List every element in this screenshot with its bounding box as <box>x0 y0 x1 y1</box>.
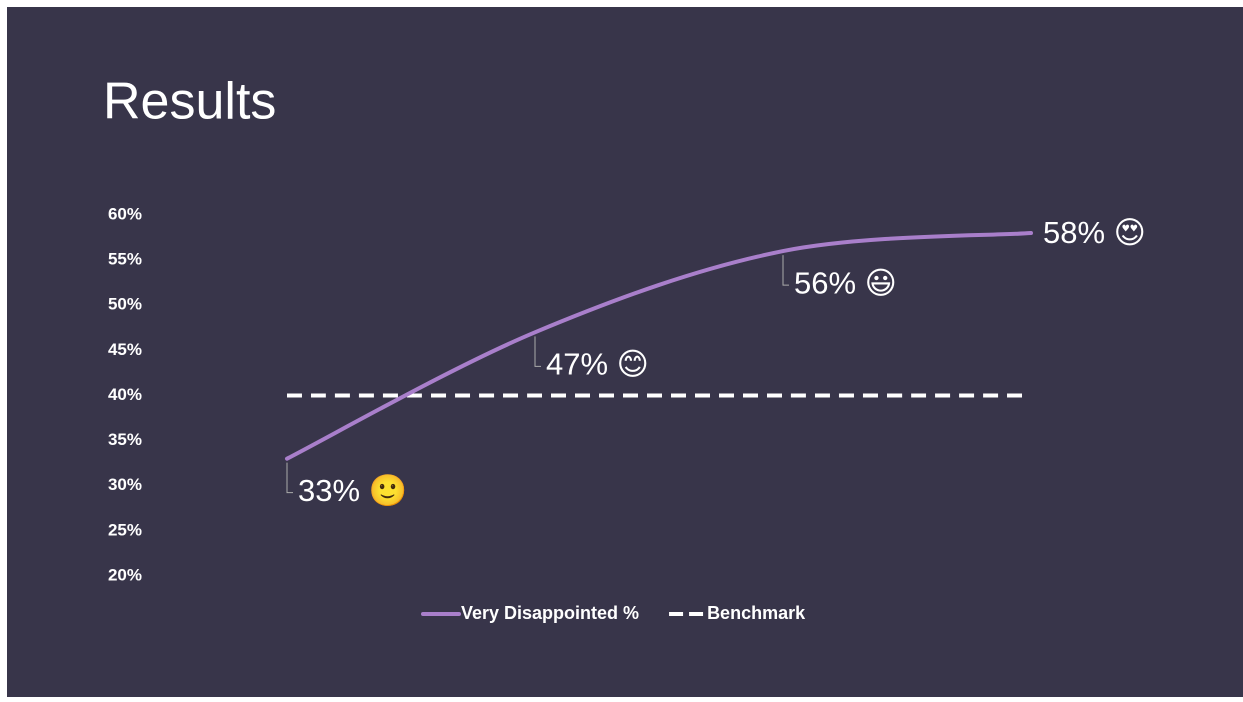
data-label: 47% 😊 <box>546 347 649 382</box>
y-tick-label: 55% <box>108 250 142 269</box>
leader-line <box>782 255 789 286</box>
y-tick-label: 45% <box>108 340 142 359</box>
legend-label: Very Disappointed % <box>461 603 639 623</box>
data-label: 56% 😃 <box>794 265 897 300</box>
legend-label: Benchmark <box>707 603 806 623</box>
y-tick-label: 40% <box>108 385 142 404</box>
y-tick-label: 35% <box>108 430 142 449</box>
y-tick-label: 60% <box>108 204 142 223</box>
y-tick-label: 20% <box>108 565 142 584</box>
leader-line <box>534 336 541 367</box>
data-line <box>285 231 1033 461</box>
chart-title: Results <box>103 73 276 131</box>
y-tick-label: 50% <box>108 295 142 314</box>
y-tick-label: 25% <box>108 520 142 539</box>
data-label: 58% 😍 <box>1043 215 1146 250</box>
leader-line <box>286 462 293 494</box>
data-label: 33% 🙂 <box>298 473 407 508</box>
slide-background <box>7 7 1243 697</box>
y-tick-label: 30% <box>108 475 142 494</box>
